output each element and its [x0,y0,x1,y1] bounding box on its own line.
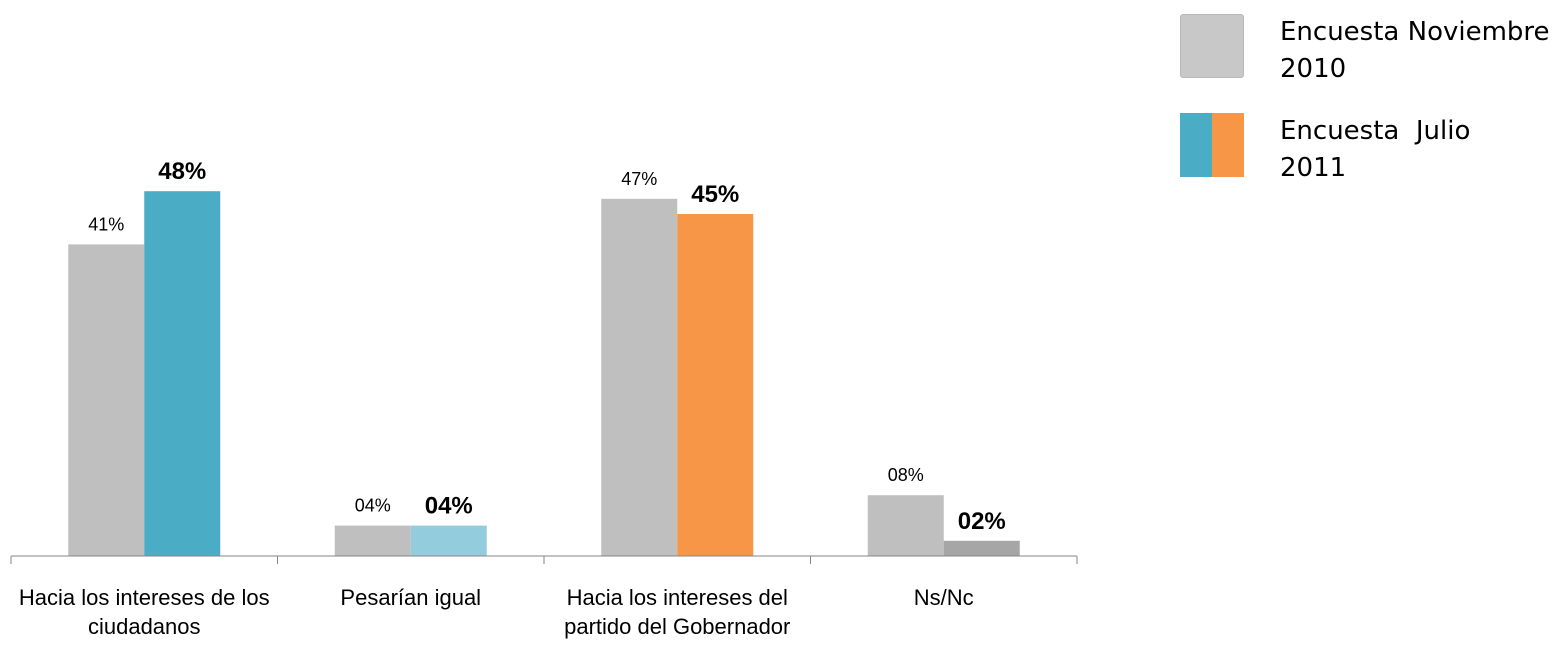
data-label: 47% [621,169,657,189]
bar-nov2010-1 [334,525,411,556]
bar-jul2011-3 [943,540,1020,556]
x-axis [10,555,1078,564]
legend-label-line2: 2011 [1280,153,1347,183]
category-label: Hacia los intereses de los ciudadanos [18,585,270,639]
legend-label-line1: Encuesta Noviembre [1280,17,1550,47]
bar-jul2011-2 [677,214,754,556]
bar-jul2011-0 [144,191,221,556]
bar-nov2010-2 [601,198,678,557]
bar-nov2010-0 [68,244,145,556]
category-label: Pesarían igual [340,585,482,610]
data-label: 04% [425,493,473,520]
legend-swatch-gray [1180,14,1244,78]
legend-swatch-blue-orange [1180,113,1244,177]
category-label: Hacia los intereses del partido del Gobe… [564,585,791,639]
data-label: 08% [888,465,924,485]
legend-swatch-orange [1212,113,1244,177]
legend-label-line1: Encuesta Julio [1280,116,1471,146]
data-label: 45% [691,181,739,208]
data-label: 41% [88,214,124,234]
data-label: 48% [158,158,206,185]
bar-jul2011-1 [410,525,487,556]
bars-group [68,191,1020,557]
bar-nov2010-3 [867,495,944,556]
legend-label-line2: 2010 [1280,54,1347,84]
data-label: 04% [355,496,391,516]
data-labels-group: 41% 48% 04% 04% 47% 45% 08% 02% [88,158,1006,535]
legend-swatch-blue [1180,113,1212,177]
data-label: 02% [958,508,1006,535]
category-label: Ns/Nc [913,585,974,610]
